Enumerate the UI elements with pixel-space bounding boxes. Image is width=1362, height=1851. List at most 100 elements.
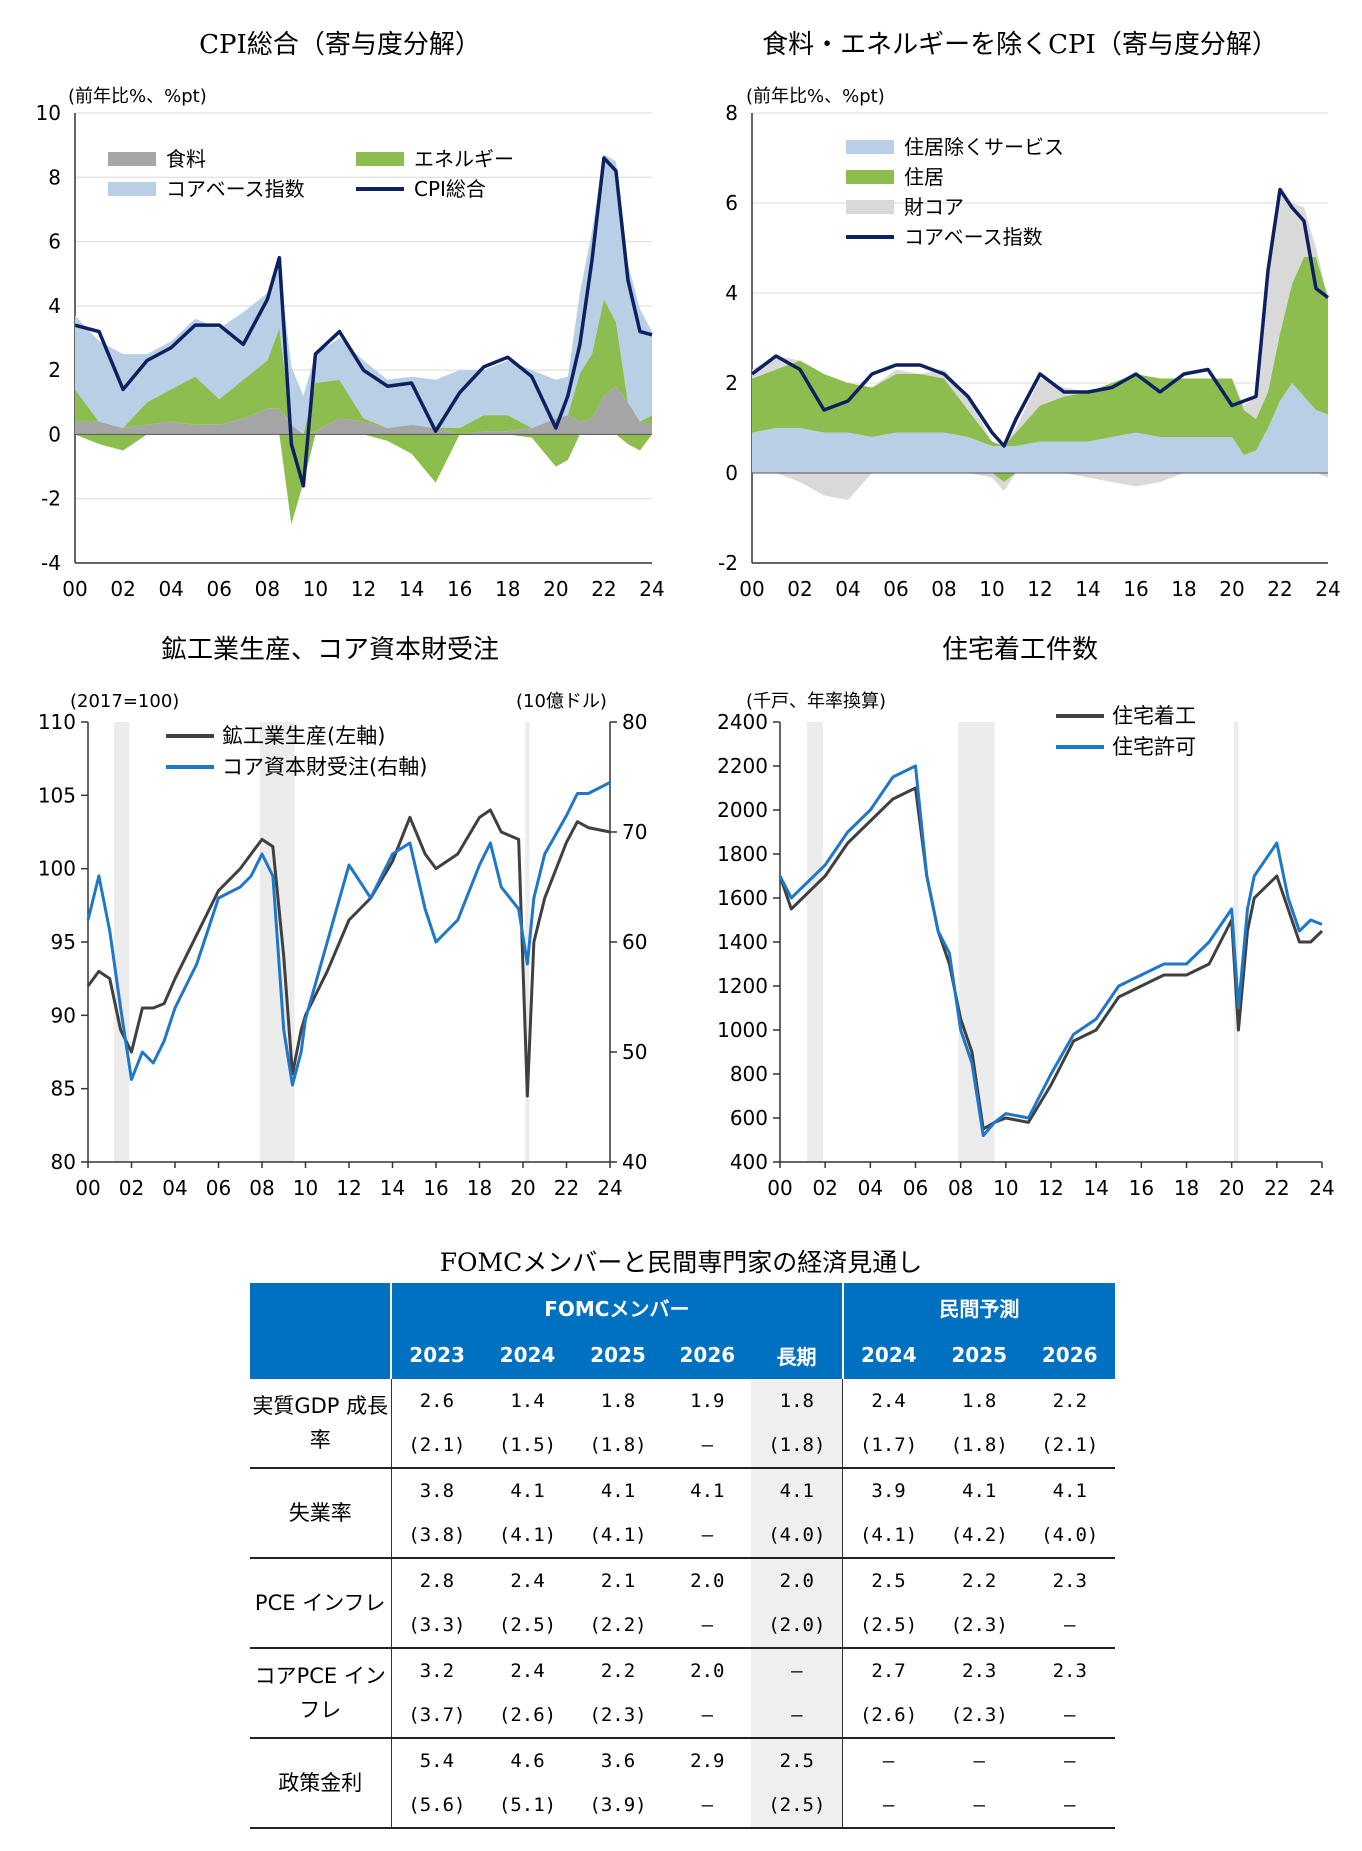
table-cell-prior: (1.5)	[482, 1423, 573, 1469]
legend-swatch-shelter	[846, 170, 894, 184]
table-row: コアPCE インフレ 3.2 2.4 2.2 2.0–2.7 2.3 2.3	[250, 1648, 1115, 1739]
table-cell-prior: (2.1)	[1024, 1423, 1115, 1469]
table-cell-prior: –	[663, 1513, 752, 1559]
table-cell-prior: –	[1024, 1693, 1115, 1739]
table-cell-current: 1.8	[751, 1379, 843, 1423]
x-tick-label: 22	[1264, 1176, 1289, 1200]
table-cell-prior: (2.6)	[842, 1693, 934, 1739]
area-series	[75, 299, 652, 435]
column-header: 2026	[663, 1331, 752, 1379]
table-cell-current: 2.9	[690, 1750, 725, 1772]
x-tick-label: 12	[1027, 577, 1052, 601]
table-cell-current: 2.6	[419, 1390, 455, 1412]
x-tick-label: 02	[110, 577, 135, 601]
forecast-table-title: FOMCメンバーと民間専門家の経済見通し	[439, 1248, 923, 1277]
y-tick-label: 90	[51, 1003, 76, 1027]
forecast-table: FOMCメンバー 民間予測 2023 2024 2025 2026 長期 2024 2025…	[250, 1283, 1115, 1829]
column-header: 2024	[841, 1331, 934, 1379]
table-cell-prior: –	[842, 1783, 934, 1829]
line-series	[86, 808, 611, 1098]
x-tick-label: 20	[1219, 1176, 1244, 1200]
table-cell-current: 2.2	[1052, 1390, 1087, 1412]
y-tick-label: 10	[36, 101, 61, 125]
row-label: 政策金利	[250, 1738, 392, 1829]
x-tick-label: 04	[162, 1176, 187, 1200]
row-label: コアPCE インフレ	[250, 1648, 392, 1739]
y-tick-label: 600	[730, 1106, 768, 1130]
chart1-unit-label: (前年比%、%pt)	[68, 86, 207, 107]
table-cell-current: 2.1	[600, 1570, 636, 1592]
table-column-header-row: 2023 2024 2025 2026 長期 2024 2025 2026	[250, 1331, 1115, 1379]
y-tick-label: 800	[730, 1062, 768, 1086]
legend-swatch-food	[108, 152, 156, 166]
y-tick-label: 1600	[717, 886, 768, 910]
line-series	[750, 187, 1330, 448]
y-tick-label: 85	[51, 1077, 76, 1101]
legend-label-cpi: CPI総合	[414, 177, 486, 201]
table-row-prior: (3.7) (2.6) (2.3) – – (2.6) (2.3) –	[250, 1693, 1115, 1739]
table-cell-current: 5.4	[419, 1750, 455, 1772]
x-tick-label: 18	[1174, 1176, 1199, 1200]
x-tick-label: 24	[639, 577, 664, 601]
x-tick-label: 04	[158, 577, 183, 601]
table-cell-current: 2.3	[1052, 1660, 1087, 1682]
y2-tick-label: 80	[622, 710, 647, 734]
y-tick-label: 6	[725, 191, 738, 215]
legend-swatch-services	[846, 140, 894, 154]
table-row: 政策金利 5.4 4.6 3.6 2.9 2.5– – –	[250, 1738, 1115, 1829]
table-cell-current: –	[842, 1738, 934, 1783]
table-cell-current: 2.0	[751, 1558, 843, 1603]
y-tick-label: 4	[725, 281, 738, 305]
x-tick-label: 24	[1315, 577, 1340, 601]
table-cell-current: –	[973, 1750, 985, 1772]
x-tick-label: 16	[447, 577, 472, 601]
area-series	[752, 257, 1328, 455]
legend-label-ip: 鉱工業生産(左軸)	[222, 724, 385, 748]
column-header: 長期	[751, 1331, 843, 1379]
table-cell-prior: (3.7)	[391, 1693, 483, 1739]
legend-swatch-core	[108, 182, 156, 196]
y2-tick-label: 50	[622, 1040, 647, 1064]
table-cell-prior: –	[663, 1693, 752, 1739]
area-series-negative	[752, 473, 1328, 500]
area-series	[752, 194, 1328, 446]
table-cell-prior: –	[663, 1423, 752, 1469]
x-tick-label: 22	[1267, 577, 1292, 601]
legend-label-goods: 財コア	[904, 195, 964, 219]
recession-band	[525, 722, 530, 1162]
x-tick-label: 06	[883, 577, 908, 601]
table-cell-prior: (5.1)	[482, 1783, 573, 1829]
x-tick-label: 12	[336, 1176, 361, 1200]
x-tick-label: 14	[1083, 1176, 1108, 1200]
table-cell-prior: (2.0)	[751, 1603, 843, 1649]
chart2-title: 食料・エネルギーを除くCPI（寄与度分解）	[762, 30, 1278, 60]
table-cell-current: 4.1	[962, 1480, 997, 1502]
x-tick-label: 22	[554, 1176, 579, 1200]
column-header: 2024	[482, 1331, 573, 1379]
table-cell-current: 2.5	[751, 1738, 843, 1783]
chart2-unit-label: (前年比%、%pt)	[746, 86, 885, 107]
table-cell-current: 2.0	[690, 1570, 725, 1592]
table-cell-current: 3.9	[842, 1468, 934, 1513]
table-row-prior: (2.1) (1.5) (1.8) – (1.8) (1.7) (1.8) (2.1)	[250, 1423, 1115, 1469]
chart2-legend: 住居除くサービス 住居 財コア コアベース指数	[846, 135, 1064, 249]
table-cell-prior: (3.9)	[572, 1783, 664, 1829]
table-cell-prior: (4.1)	[572, 1513, 664, 1559]
y-tick-label: 2400	[717, 710, 768, 734]
x-tick-label: 16	[423, 1176, 448, 1200]
table-cell-current: 2.2	[600, 1660, 636, 1682]
recession-band	[114, 722, 130, 1162]
x-tick-label: 10	[979, 577, 1004, 601]
table-cell-current: 2.2	[962, 1570, 997, 1592]
y-tick-label: 1200	[717, 974, 768, 998]
table-cell-current: 2.0	[690, 1660, 725, 1682]
table-cell-current: –	[751, 1648, 843, 1693]
table-cell-prior: –	[1024, 1603, 1115, 1649]
recession-band	[1233, 722, 1239, 1162]
table-cell-prior: (2.3)	[933, 1603, 1025, 1649]
table-cell-prior: (2.5)	[751, 1783, 843, 1829]
x-tick-label: 18	[1171, 577, 1196, 601]
table-cell-prior: (4.0)	[751, 1513, 843, 1559]
